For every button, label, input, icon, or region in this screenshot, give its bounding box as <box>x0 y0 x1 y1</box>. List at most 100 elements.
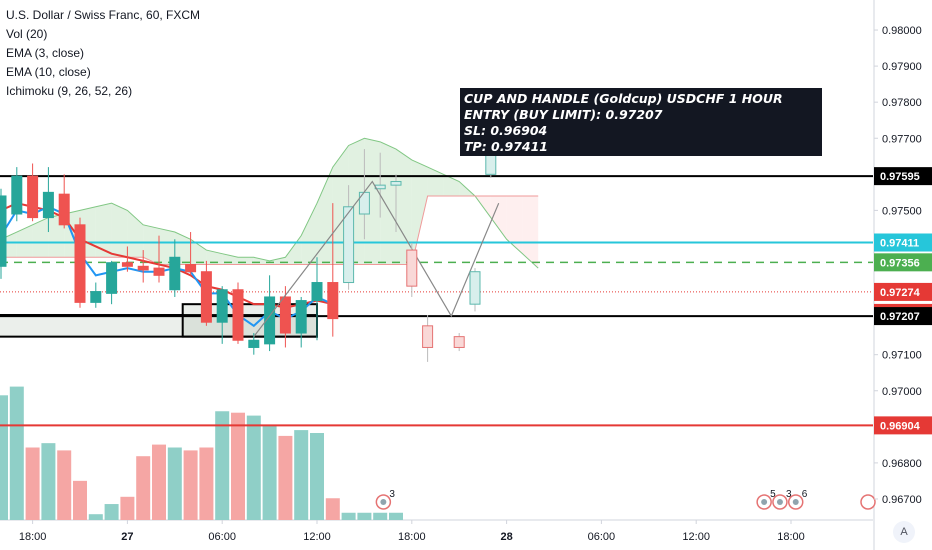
volume-bar <box>136 456 151 520</box>
volume-bar <box>373 512 388 520</box>
price-tick-label: 0.97900 <box>882 61 922 73</box>
cloud-segment <box>301 203 317 265</box>
candle-body <box>311 282 323 302</box>
price-tick-label: 0.97800 <box>882 97 922 109</box>
cloud-segment <box>190 239 207 265</box>
cloud-segment <box>380 141 396 265</box>
volume-bar <box>357 512 372 520</box>
dashed-green-price-label: 0.97356 <box>880 257 920 269</box>
event-marker-dot <box>792 499 799 505</box>
price-tick-label: 0.97700 <box>882 133 922 145</box>
candle-body <box>121 262 133 267</box>
candle-body <box>343 206 355 284</box>
current-price-label-bg <box>874 282 932 301</box>
time-tick-label: 12:00 <box>303 531 331 543</box>
cloud-segment <box>506 195 523 254</box>
cloud-segment <box>95 203 112 258</box>
price-tick-label: 0.97100 <box>882 350 922 362</box>
entry-price-label-bg <box>874 307 932 326</box>
volume-bar <box>41 443 56 520</box>
projected-candle <box>469 271 481 305</box>
projected-candle <box>422 325 434 348</box>
cloud-segment <box>206 250 223 265</box>
candle-body <box>42 191 54 219</box>
time-tick-label: 18:00 <box>777 531 805 543</box>
volume-bar <box>0 395 8 520</box>
plot-area <box>0 0 873 520</box>
cloud-segment <box>522 195 539 269</box>
volume-bar <box>183 450 198 520</box>
volume-bar <box>310 433 324 520</box>
candle-body <box>169 256 181 291</box>
candle-body <box>185 264 197 273</box>
candle-body <box>106 262 118 294</box>
cloud-segment <box>364 138 381 265</box>
time-tick-label: 18:00 <box>398 531 426 543</box>
price-tick-label: 0.97500 <box>882 205 922 217</box>
volume-bar <box>152 444 166 520</box>
candle-body <box>248 339 260 348</box>
candle-body <box>390 181 402 186</box>
entry-price-label: 0.97207 <box>880 311 920 323</box>
price-tick-label: 0.96700 <box>882 494 922 506</box>
cloud-segment <box>490 195 507 240</box>
candle-body <box>327 282 339 320</box>
cloud-segment <box>396 149 412 265</box>
legend-vol[interactable]: Vol (20) <box>6 27 48 41</box>
cloud-segment <box>143 224 159 265</box>
cloud-segment <box>32 217 49 258</box>
cloud-segment <box>238 257 254 265</box>
time-tick-label: 27 <box>121 531 133 543</box>
candle-body <box>295 300 307 334</box>
dashed-green-price-label-bg <box>874 253 932 272</box>
volume-bar <box>120 496 135 520</box>
candle-body <box>279 296 291 334</box>
cloud-segment <box>411 159 428 265</box>
volume-bar <box>278 435 293 520</box>
volume-bar <box>9 386 24 520</box>
event-marker-dot <box>380 499 387 505</box>
cloud-segment <box>427 167 444 196</box>
legend-symbol[interactable]: U.S. Dollar / Swiss Franc, 60, FXCM <box>6 8 201 22</box>
legend-ema10[interactable]: EMA (10, close) <box>6 65 91 79</box>
annotation-line3: SL: 0.96904 <box>464 123 548 138</box>
volume-bar <box>167 447 182 520</box>
sl-price-label-bg <box>874 416 932 435</box>
candle-body <box>137 265 149 271</box>
volume-bar <box>246 415 261 520</box>
cloud-segment <box>111 203 128 258</box>
cloud-segment <box>127 210 144 258</box>
time-tick-label: 12:00 <box>682 531 710 543</box>
volume-bar <box>57 450 72 520</box>
cloud-segment <box>174 232 191 265</box>
price-tick-label: 0.97000 <box>882 386 922 398</box>
resistance-price-label: 0.97595 <box>880 171 920 183</box>
volume-bar <box>88 514 103 520</box>
tp-price-label-bg <box>874 233 932 252</box>
resistance-price-label-bg <box>874 167 932 186</box>
volume-bar <box>294 430 309 520</box>
event-marker-count: 3 <box>786 489 792 500</box>
event-marker-count: 6 <box>802 489 808 500</box>
candle-body <box>153 267 165 276</box>
volume-bar <box>215 411 230 520</box>
candle-body <box>264 296 276 345</box>
candle-body <box>90 291 102 303</box>
event-marker-icon-edge <box>860 494 876 510</box>
trade-annotation[interactable]: CUP AND HANDLE (Goldcup) USDCHF 1 HOUR E… <box>460 88 822 156</box>
candle-body <box>11 175 23 215</box>
auto-scale-button[interactable]: A <box>893 521 915 543</box>
time-tick-label: 06:00 <box>208 531 236 543</box>
time-tick-label: 18:00 <box>19 531 47 543</box>
candle-body <box>0 195 7 267</box>
legend-ema3[interactable]: EMA (3, close) <box>6 46 85 60</box>
annotation-line1: CUP AND HANDLE (Goldcup) USDCHF 1 HOUR <box>464 91 783 106</box>
volume-bar <box>341 512 356 520</box>
legend-ichimoku[interactable]: Ichimoku (9, 26, 52, 26) <box>6 84 133 98</box>
candle-body <box>216 289 228 323</box>
volume-bar <box>231 412 245 520</box>
price-tick-label: 0.96800 <box>882 458 922 470</box>
volume-bar <box>25 447 40 520</box>
candle-body <box>74 224 86 303</box>
